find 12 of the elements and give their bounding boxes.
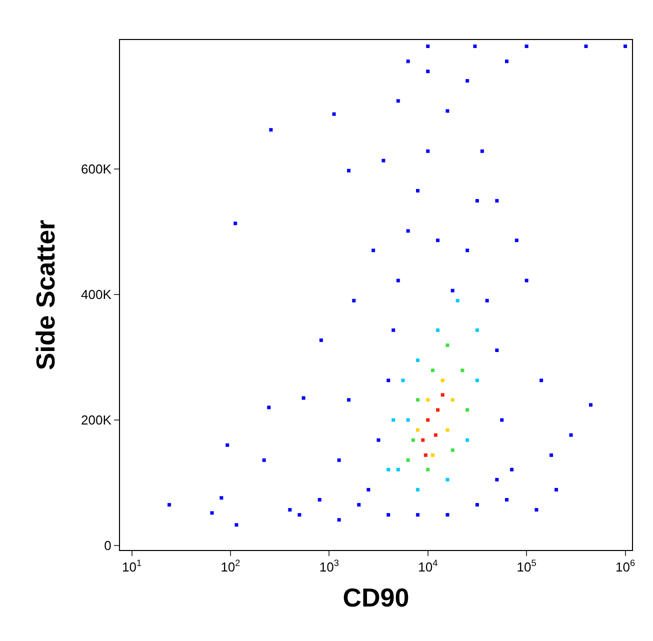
x-tick-label: 10$^{1}$ [122, 558, 142, 575]
y-tick-label: 0 [104, 538, 112, 554]
x-tick-label: 10$^{5}$ [516, 558, 536, 575]
y-tick-label: 600K [81, 161, 112, 176]
y-axis-title: Side Scatter [30, 220, 60, 370]
x-tick-label: 10$^{4}$ [418, 558, 438, 575]
x-axis-title: CD90 [342, 582, 410, 612]
x-tick-label: 10$^{6}$ [616, 558, 636, 575]
y-tick-label: 400K [81, 286, 112, 302]
x-tick-label: 10$^{2}$ [220, 558, 240, 575]
y-tick-label: 200K [81, 412, 112, 428]
x-tick-label: 10$^{3}$ [319, 558, 339, 575]
